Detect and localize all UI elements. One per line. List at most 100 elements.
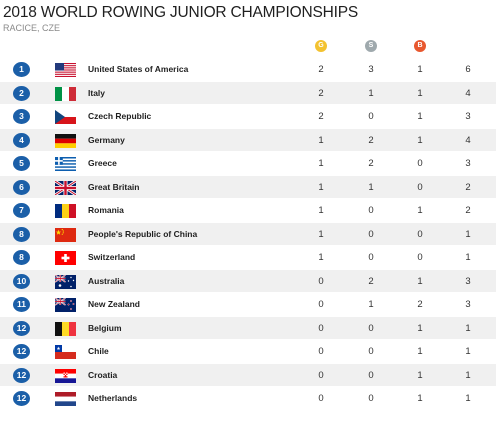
bronze-count: 1	[417, 87, 423, 99]
country-name: Czech Republic	[88, 111, 152, 121]
netherlands-flag-icon	[55, 392, 76, 406]
country-name: Romania	[88, 205, 124, 215]
country-name: Greece	[88, 158, 117, 168]
bronze-count: 1	[417, 111, 423, 122]
rank-badge: 3	[13, 109, 30, 124]
rank-badge: 10	[13, 273, 30, 289]
bronze-count: 1	[417, 369, 423, 381]
bronze-medal-icon: B	[414, 40, 426, 52]
germany-flag-icon	[55, 133, 76, 148]
gold-count: 0	[318, 299, 324, 310]
country-name: New Zealand	[88, 299, 140, 309]
italy-flag-icon	[55, 86, 76, 101]
bronze-count: 1	[417, 346, 423, 357]
total-count: 2	[465, 205, 471, 216]
table-row: 2 Italy 2 1 1 4	[0, 81, 496, 105]
great-britain-flag-icon	[55, 180, 76, 195]
rank-badge: 1	[13, 62, 30, 77]
bronze-count: 1	[417, 393, 423, 404]
china-flag-icon	[55, 227, 76, 242]
australia-flag-icon	[55, 274, 76, 289]
country-name: Belgium	[88, 322, 122, 333]
silver-count: 0	[368, 228, 374, 240]
table-row: 12 Croatia 0 0 1 1	[0, 363, 496, 387]
page-subtitle: RACICE, CZE	[3, 23, 61, 33]
chile-flag-icon	[55, 345, 76, 359]
rank-badge: 7	[13, 203, 30, 218]
gold-count: 2	[318, 64, 324, 75]
gold-count: 1	[318, 134, 324, 146]
rank-badge: 2	[13, 85, 30, 101]
gold-count: 0	[318, 322, 324, 334]
gold-count: 2	[318, 87, 324, 99]
silver-count: 2	[368, 134, 374, 146]
country-name: Croatia	[88, 369, 118, 380]
usa-flag-icon	[55, 63, 76, 77]
total-count: 1	[465, 393, 471, 404]
total-count: 1	[465, 252, 471, 263]
bronze-count: 1	[417, 64, 423, 75]
table-row: 8 People's Republic of China 1 0 0 1	[0, 222, 496, 246]
table-row: 7 Romania 1 0 1 2	[0, 199, 496, 223]
gold-count: 1	[318, 252, 324, 263]
rank-badge: 5	[13, 156, 30, 171]
total-count: 1	[465, 369, 471, 381]
table-row: 4 Germany 1 2 1 4	[0, 128, 496, 152]
new-zealand-flag-icon	[55, 298, 76, 312]
silver-count: 0	[368, 252, 374, 263]
rank-badge: 11	[13, 297, 30, 312]
page-header: 2018 WORLD ROWING JUNIOR CHAMPIONSHIPS R…	[3, 4, 358, 34]
gold-count: 0	[318, 369, 324, 381]
total-count: 6	[465, 64, 471, 75]
total-count: 3	[465, 158, 471, 169]
silver-count: 0	[368, 205, 374, 216]
gold-count: 1	[318, 181, 324, 193]
bronze-count: 2	[417, 299, 423, 310]
country-name: People's Republic of China	[88, 228, 198, 239]
czech-flag-icon	[55, 110, 76, 124]
gold-count: 0	[318, 346, 324, 357]
gold-count: 2	[318, 111, 324, 122]
table-row: 3 Czech Republic 2 0 1 3	[0, 105, 496, 129]
bronze-count: 0	[417, 181, 423, 193]
rank-badge: 12	[13, 320, 30, 336]
total-count: 4	[465, 87, 471, 99]
bronze-count: 1	[417, 322, 423, 334]
table-row: 11 New Zealand 0 1 2 3	[0, 293, 496, 317]
country-name: Great Britain	[88, 181, 140, 192]
table-row: 12 Belgium 0 0 1 1	[0, 316, 496, 340]
total-count: 3	[465, 275, 471, 287]
rank-badge: 12	[13, 344, 30, 359]
rank-badge: 4	[13, 132, 30, 148]
gold-count: 1	[318, 158, 324, 169]
country-name: Italy	[88, 87, 106, 98]
silver-count: 1	[368, 299, 374, 310]
gold-count: 0	[318, 275, 324, 287]
total-count: 2	[465, 181, 471, 193]
bronze-count: 0	[417, 158, 423, 169]
rank-badge: 6	[13, 179, 30, 195]
total-count: 3	[465, 299, 471, 310]
silver-count: 3	[368, 64, 374, 75]
total-count: 1	[465, 346, 471, 357]
gold-medal-icon: G	[315, 40, 327, 52]
silver-count: 2	[368, 275, 374, 287]
table-row: 1 United States of America 2 3 1 6	[0, 58, 496, 82]
country-name: Chile	[88, 346, 109, 356]
bronze-count: 0	[417, 252, 423, 263]
rank-badge: 12	[13, 391, 30, 406]
total-count: 1	[465, 228, 471, 240]
bronze-count: 0	[417, 228, 423, 240]
bronze-count: 1	[417, 205, 423, 216]
rank-badge: 8	[13, 226, 30, 242]
rank-badge: 8	[13, 250, 30, 265]
rank-badge: 12	[13, 367, 30, 383]
table-row: 5 Greece 1 2 0 3	[0, 152, 496, 176]
silver-count: 1	[368, 87, 374, 99]
silver-count: 1	[368, 181, 374, 193]
country-name: Netherlands	[88, 393, 138, 403]
silver-medal-icon: S	[365, 40, 377, 52]
gold-count: 0	[318, 393, 324, 404]
total-count: 3	[465, 111, 471, 122]
croatia-flag-icon	[55, 368, 76, 383]
